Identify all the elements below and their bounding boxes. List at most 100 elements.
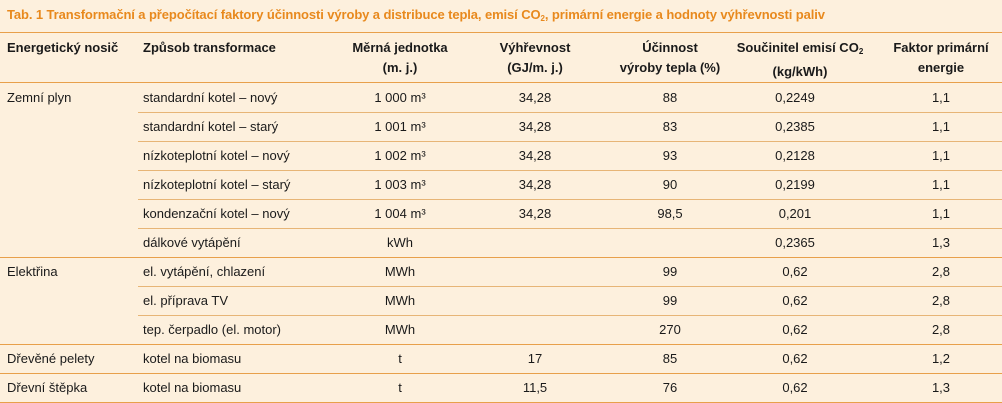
row-divider	[138, 199, 1002, 200]
cell-efficiency: 270	[659, 322, 681, 337]
top-rule	[0, 32, 1002, 33]
cell-unit: 1 002 m³	[374, 148, 426, 163]
row-divider	[138, 170, 1002, 171]
cell-method: standardní kotel – starý	[143, 119, 279, 134]
cell-emission-factor: 0,2128	[775, 148, 815, 163]
header-emission-factor: Součinitel emisí CO2 (kg/kWh)	[730, 38, 870, 82]
header-method: Způsob transformace	[143, 40, 276, 55]
cell-method: el. příprava TV	[143, 293, 229, 308]
cell-efficiency: 98,5	[657, 206, 683, 221]
cell-unit: 1 000 m³	[374, 90, 426, 105]
header-efficiency-line1: Účinnost	[642, 40, 698, 55]
table-row: Dřevěné pelety kotel na biomasu t 17 85 0,62 1…	[0, 344, 1002, 373]
table-caption: Tab. 1 Transformační a přepočítací fakto…	[7, 7, 997, 23]
table-row: nízkoteplotní kotel – starý 1 003 m³ 34,28…	[0, 170, 1002, 199]
cell-primary-energy: 2,8	[931, 293, 951, 308]
cell-emission-factor: 0,62	[782, 322, 808, 337]
cell-method: nízkoteplotní kotel – starý	[143, 177, 291, 192]
group-divider	[0, 257, 1002, 258]
cell-efficiency: 99	[662, 293, 678, 308]
table-row: Dřevní štěpka kotel na biomasu t 11,5 76 0,62…	[0, 373, 1002, 402]
row-divider	[138, 228, 1002, 229]
header-primary-energy: Faktor primární energie	[880, 38, 1002, 78]
cell-efficiency: 93	[662, 148, 678, 163]
cell-unit: 1 004 m³	[374, 206, 426, 221]
cell-primary-energy: 2,8	[931, 264, 951, 279]
cell-heating-value: 34,28	[518, 90, 552, 105]
caption-subscript: 2	[540, 14, 545, 23]
table-row: nízkoteplotní kotel – nový 1 002 m³ 34,28 9…	[0, 141, 1002, 170]
cell-primary-energy: 1,1	[931, 177, 951, 192]
cell-unit: kWh	[387, 235, 413, 250]
cell-efficiency: 88	[662, 90, 678, 105]
cell-unit: MWh	[384, 264, 416, 279]
cell-primary-energy: 1,1	[931, 148, 951, 163]
cell-method: kondenzační kotel – nový	[143, 206, 290, 221]
table-row: kondenzační kotel – nový 1 004 m³ 34,28 98,…	[0, 199, 1002, 228]
cell-emission-factor: 0,62	[782, 293, 808, 308]
cell-efficiency: 83	[662, 119, 678, 134]
cell-method: nízkoteplotní kotel – nový	[143, 148, 290, 163]
header-carrier: Energetický nosič	[7, 40, 119, 55]
header-primary-energy-line2: energie	[917, 60, 965, 75]
cell-heating-value: 34,28	[518, 148, 552, 163]
cell-primary-energy: 1,1	[931, 119, 951, 134]
cell-method: tep. čerpadlo (el. motor)	[143, 322, 282, 337]
cell-emission-factor: 0,2199	[775, 177, 815, 192]
cell-unit: 1 001 m³	[374, 119, 426, 134]
cell-primary-energy: 1,1	[931, 90, 951, 105]
cell-primary-energy: 2,8	[931, 322, 951, 337]
header-emission-line1: Součinitel emisí CO	[736, 40, 859, 55]
cell-unit: 1 003 m³	[374, 177, 426, 192]
cell-emission-factor: 0,2249	[775, 90, 815, 105]
header-rule	[0, 82, 1002, 83]
header-emission-line2: (kg/kWh)	[772, 64, 828, 79]
cell-method: el. vytápění, chlazení	[143, 264, 266, 279]
cell-heating-value: 34,28	[518, 206, 552, 221]
cell-method: kotel na biomasu	[143, 380, 242, 395]
cell-carrier: Dřevní štěpka	[7, 380, 88, 395]
cell-efficiency: 85	[662, 351, 678, 366]
cell-carrier: Zemní plyn	[7, 90, 72, 105]
cell-method: dálkové vytápění	[143, 235, 241, 250]
cell-heating-value: 17	[527, 351, 543, 366]
cell-method: kotel na biomasu	[143, 351, 242, 366]
header-efficiency: Účinnost výroby tepla (%)	[605, 38, 735, 78]
cell-unit: t	[398, 351, 402, 366]
table-row: standardní kotel – starý 1 001 m³ 34,28 83 0…	[0, 112, 1002, 141]
cell-emission-factor: 0,201	[778, 206, 812, 221]
cell-unit: MWh	[384, 322, 416, 337]
caption-text-end: , primární energie a hodnoty výhřevnosti…	[544, 7, 825, 22]
cell-primary-energy: 1,3	[931, 235, 951, 250]
header-unit-line2: (m. j.)	[382, 60, 418, 75]
cell-primary-energy: 1,2	[931, 351, 951, 366]
cell-efficiency: 76	[662, 380, 678, 395]
cell-emission-factor: 0,2365	[775, 235, 815, 250]
cell-unit: MWh	[384, 293, 416, 308]
header-efficiency-line2: výroby tepla (%)	[619, 60, 721, 75]
header-unit-line1: Měrná jednotka	[352, 40, 448, 55]
table-row: Elektřina el. vytápění, chlazení MWh 99 0,62…	[0, 257, 1002, 286]
header-heating-value-line2: (GJ/m. j.)	[507, 60, 563, 75]
table-row: dálkové vytápění kWh 0,2365 1,3	[0, 228, 1002, 257]
cell-efficiency: 99	[662, 264, 678, 279]
row-divider	[138, 141, 1002, 142]
cell-emission-factor: 0,62	[782, 380, 808, 395]
row-divider	[138, 112, 1002, 113]
caption-text: Tab. 1 Transformační a přepočítací fakto…	[7, 7, 541, 22]
cell-primary-energy: 1,3	[931, 380, 951, 395]
cell-heating-value: 34,28	[518, 119, 552, 134]
cell-heating-value: 11,5	[522, 380, 548, 395]
group-divider	[0, 344, 1002, 345]
header-primary-energy-line1: Faktor primární	[893, 40, 989, 55]
cell-emission-factor: 0,2385	[775, 119, 815, 134]
header-emission-subscript: 2	[858, 47, 864, 56]
cell-emission-factor: 0,62	[782, 264, 808, 279]
table-header: Energetický nosič Způsob transformace Mě…	[0, 36, 1002, 82]
header-unit: Měrná jednotka (m. j.)	[335, 38, 465, 78]
table-row: el. příprava TV MWh 99 0,62 2,8	[0, 286, 1002, 315]
cell-unit: t	[398, 380, 402, 395]
row-divider	[138, 286, 1002, 287]
cell-emission-factor: 0,62	[782, 351, 808, 366]
cell-primary-energy: 1,1	[931, 206, 951, 221]
